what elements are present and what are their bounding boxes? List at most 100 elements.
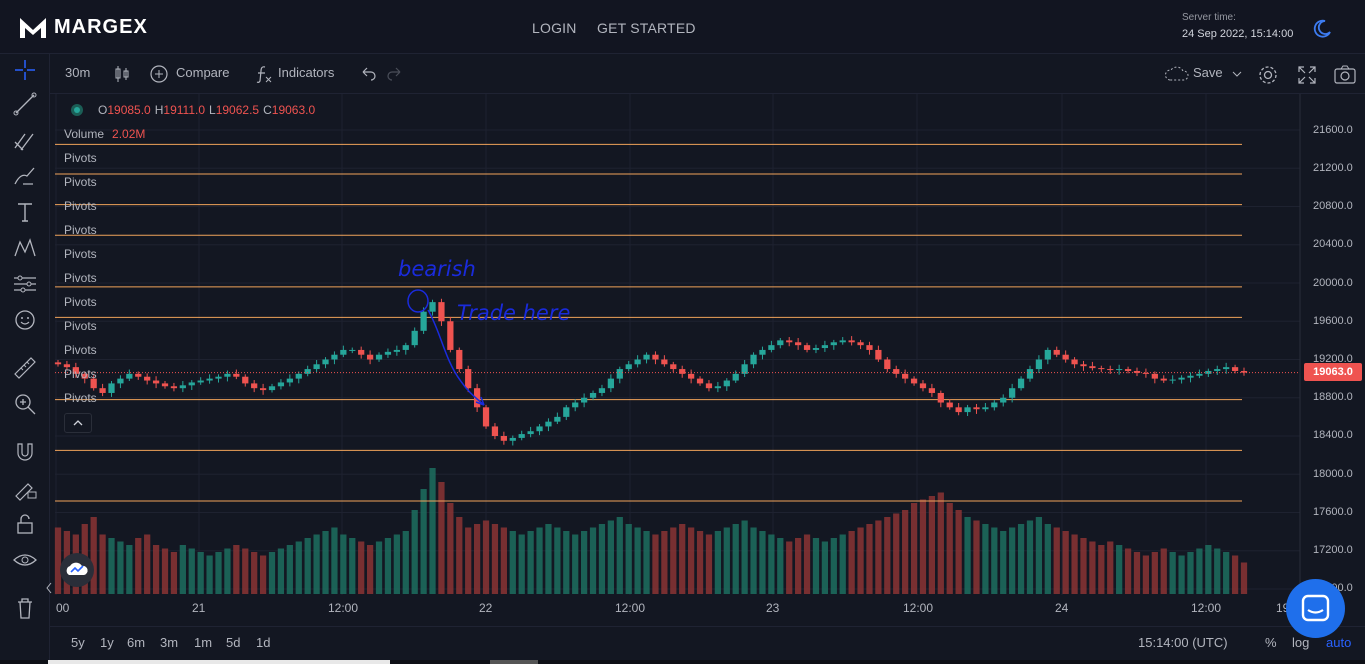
- chevron-left-icon[interactable]: [44, 580, 54, 596]
- volume-bar: [866, 524, 873, 594]
- candle-body: [759, 349, 766, 355]
- volume-bar: [830, 538, 837, 594]
- compare-button[interactable]: Compare: [176, 65, 230, 80]
- login-link[interactable]: LOGIN: [532, 20, 577, 36]
- lock-drawing-icon[interactable]: [11, 474, 39, 502]
- candle-body: [616, 369, 623, 379]
- log-scale-toggle[interactable]: log: [1292, 635, 1310, 650]
- fullscreen-icon[interactable]: [1296, 64, 1318, 86]
- candle-body: [598, 388, 606, 393]
- unlock-icon[interactable]: [11, 510, 39, 538]
- pivot-label: Pivots: [64, 247, 97, 261]
- price-tick: 18400.0: [1313, 429, 1353, 441]
- volume-bar: [1107, 541, 1114, 594]
- candle-body: [411, 330, 418, 346]
- candle-body: [384, 351, 392, 355]
- utc-clock[interactable]: 15:14:00 (UTC): [1138, 635, 1228, 650]
- range-5y[interactable]: 5y: [71, 635, 85, 650]
- range-1y[interactable]: 1y: [100, 635, 114, 650]
- chevron-down-icon[interactable]: [1231, 64, 1243, 84]
- price-tick: 20800.0: [1313, 200, 1353, 212]
- candle-body: [1062, 354, 1069, 360]
- candle-body: [482, 407, 490, 427]
- redo-icon[interactable]: [386, 64, 404, 84]
- chat-icon: [1301, 594, 1330, 622]
- indicators-button[interactable]: Indicators: [278, 65, 335, 80]
- eye-icon[interactable]: [11, 546, 39, 574]
- candle-body: [179, 385, 186, 389]
- candles-icon[interactable]: [114, 64, 130, 84]
- pattern-icon[interactable]: [11, 234, 39, 262]
- volume-bar: [108, 538, 115, 594]
- range-3m[interactable]: 3m: [160, 635, 179, 650]
- volume-bar: [117, 541, 124, 594]
- candle-body: [1124, 369, 1132, 371]
- candle-body: [536, 426, 543, 432]
- server-time-value: 24 Sep 2022, 15:14:00: [1182, 28, 1294, 40]
- candle-body: [188, 382, 195, 386]
- prediction-icon[interactable]: [11, 270, 39, 298]
- add-circle-icon[interactable]: [149, 64, 169, 84]
- percent-scale-toggle[interactable]: %: [1265, 635, 1277, 650]
- text-tool-icon[interactable]: [11, 198, 39, 226]
- candle-body: [919, 383, 927, 389]
- volume-bar: [803, 534, 811, 594]
- volume-bar: [696, 531, 704, 594]
- gear-icon[interactable]: [1257, 64, 1279, 86]
- time-tick: 12:00: [1191, 601, 1222, 615]
- volume-bar: [322, 531, 329, 594]
- candle-body: [1044, 349, 1051, 360]
- volume-bar: [366, 545, 374, 594]
- interval-selector[interactable]: 30m: [65, 65, 91, 80]
- range-1d[interactable]: 1d: [256, 635, 271, 650]
- emoji-icon[interactable]: [11, 306, 39, 334]
- function-icon[interactable]: [253, 64, 273, 84]
- volume-bar: [161, 548, 169, 594]
- trendline-icon[interactable]: [11, 90, 39, 118]
- range-1m[interactable]: 1m: [194, 635, 213, 650]
- support-chat-button[interactable]: [1286, 579, 1345, 638]
- time-tick: 12:00: [903, 601, 934, 615]
- zoom-in-icon[interactable]: [11, 390, 39, 418]
- candle-body: [1223, 367, 1230, 370]
- candle-body: [1053, 349, 1060, 355]
- magnet-icon[interactable]: [11, 438, 39, 466]
- volume-bar: [616, 517, 623, 594]
- range-6m[interactable]: 6m: [127, 635, 146, 650]
- fib-tool-icon[interactable]: [11, 126, 39, 154]
- low-value: 19062.5: [215, 103, 260, 117]
- candle-body: [81, 373, 88, 379]
- volume-bar: [1009, 527, 1016, 594]
- candle-body: [349, 349, 356, 351]
- crosshair-icon[interactable]: [11, 56, 39, 84]
- volume-bar: [358, 541, 365, 594]
- save-button[interactable]: Save: [1193, 65, 1223, 80]
- pivot-label: Pivots: [64, 367, 97, 381]
- volume-bar: [902, 510, 909, 594]
- get-started-link[interactable]: GET STARTED: [597, 20, 696, 36]
- candle-body: [251, 383, 258, 389]
- server-time-label: Server time:: [1182, 12, 1236, 23]
- collapse-legend-button[interactable]: [64, 413, 92, 433]
- candle-body: [812, 348, 820, 350]
- brush-icon[interactable]: [11, 162, 39, 190]
- candle-body: [340, 349, 347, 355]
- candle-body: [456, 349, 463, 370]
- moon-icon[interactable]: [1312, 19, 1332, 39]
- volume-bar: [589, 527, 597, 594]
- candle-body: [170, 386, 178, 389]
- auto-scale-toggle[interactable]: auto: [1326, 635, 1352, 650]
- brand-logo[interactable]: MARGEX: [18, 14, 148, 40]
- candle-body: [902, 373, 909, 379]
- volume-bar: [1205, 545, 1212, 594]
- candle-body: [473, 388, 481, 408]
- range-5d[interactable]: 5d: [226, 635, 241, 650]
- undo-icon[interactable]: [359, 64, 377, 84]
- trash-icon[interactable]: [11, 594, 39, 622]
- ruler-icon[interactable]: [11, 354, 39, 382]
- annotation-bearish-text: bearish: [398, 257, 476, 281]
- camera-icon[interactable]: [1333, 64, 1357, 86]
- tradingview-logo[interactable]: [60, 553, 94, 587]
- volume-bar: [625, 524, 632, 594]
